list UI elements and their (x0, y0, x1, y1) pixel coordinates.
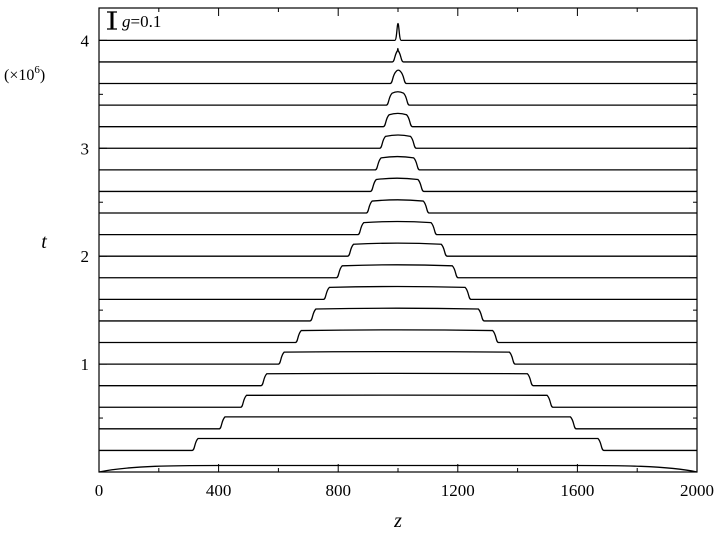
plot-frame (98, 7, 698, 473)
x-tick-label: 2000 (680, 481, 714, 500)
series-line (99, 416, 697, 430)
x-tick-label: 400 (206, 481, 232, 500)
error-bar-icon (107, 11, 117, 30)
y-tick-label: 4 (81, 31, 90, 50)
x-axis-label: z (393, 510, 402, 532)
series-line (99, 220, 697, 236)
series-line (99, 155, 697, 171)
series-line (99, 350, 697, 365)
series-lines (98, 22, 698, 473)
x-tick-label: 1200 (441, 481, 475, 500)
series-line (99, 437, 697, 452)
legend: g=0.1 (107, 11, 161, 31)
y-multiplier-open: (×10 (4, 67, 34, 84)
y-tick-label: 2 (81, 247, 90, 266)
series-line (99, 394, 697, 408)
legend-value: =0.1 (131, 12, 162, 31)
series-line (99, 329, 697, 344)
series-line (99, 91, 697, 106)
series-line (99, 22, 697, 42)
series-line (99, 199, 697, 214)
y-multiplier-close: ) (40, 67, 45, 84)
x-tick-label: 0 (95, 481, 104, 500)
series-line (99, 112, 697, 128)
series-line (98, 464, 698, 473)
series-line (99, 285, 697, 300)
legend-label: g=0.1 (122, 12, 161, 31)
series-line (99, 134, 697, 149)
series-line (99, 47, 697, 63)
axis-ticks (98, 8, 698, 472)
series-line (99, 307, 697, 322)
y-tick-labels: 1 2 3 4 (81, 31, 90, 374)
y-multiplier-exponent: 6 (34, 64, 40, 76)
series-line (99, 372, 697, 387)
series-line (99, 177, 697, 193)
x-tick-label: 1600 (560, 481, 594, 500)
y-axis-label: t (41, 231, 47, 253)
series-line (99, 69, 697, 85)
y-tick-label: 3 (81, 139, 90, 158)
series-line (99, 242, 697, 257)
x-tick-label: 800 (325, 481, 351, 500)
y-tick-label: 1 (81, 355, 90, 374)
legend-variable: g (122, 12, 131, 31)
x-tick-labels: 0 400 800 1200 1600 2000 (95, 481, 714, 500)
y-axis-multiplier: (×106) (4, 64, 45, 84)
series-line (99, 264, 697, 279)
